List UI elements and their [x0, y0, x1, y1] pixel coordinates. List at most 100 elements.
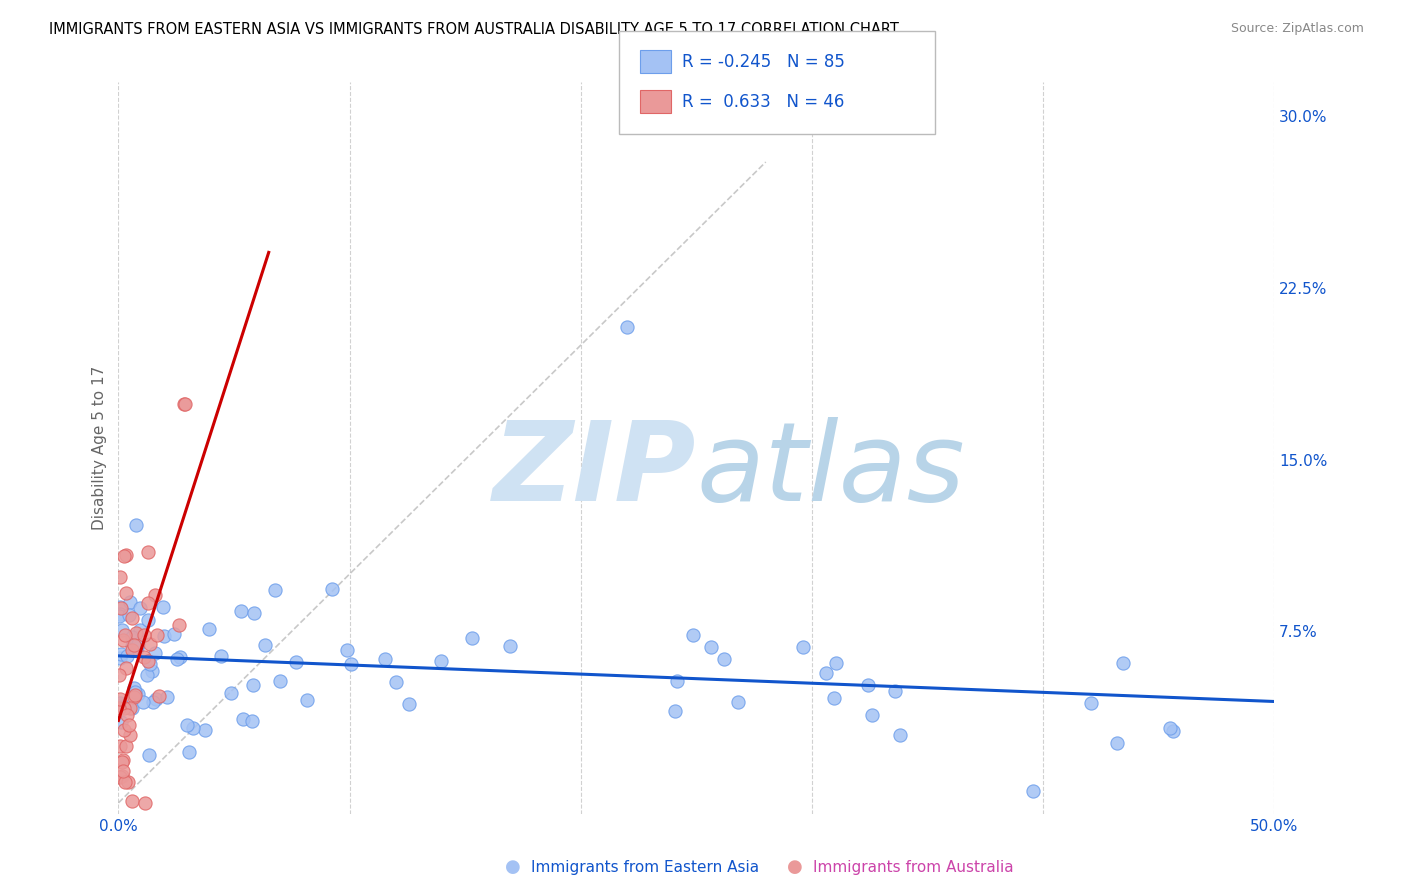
Point [115, 649, 138, 664]
Point [138, 545, 160, 559]
Point [148, 690, 170, 704]
Point [141, 664, 163, 678]
Point [121, 630, 143, 644]
Text: ●: ● [786, 858, 803, 876]
Point [430, 654, 453, 668]
Point [139, 637, 162, 651]
Point [153, 629, 176, 643]
Point [111, 764, 134, 778]
Text: IMMIGRANTS FROM EASTERN ASIA VS IMMIGRANTS FROM AUSTRALIA DISABILITY AGE 5 TO 17: IMMIGRANTS FROM EASTERN ASIA VS IMMIGRAN… [49, 22, 898, 37]
Point [169, 617, 191, 632]
Point [1112, 656, 1135, 670]
Point [336, 643, 359, 657]
Point [121, 794, 143, 808]
Point [145, 628, 167, 642]
Point [284, 656, 307, 670]
Point [125, 641, 148, 656]
Point [1022, 783, 1045, 797]
Point [121, 701, 143, 715]
Point [110, 714, 132, 729]
Point [143, 588, 166, 602]
Text: Immigrants from Australia: Immigrants from Australia [813, 860, 1014, 874]
Text: R =  0.633   N = 46: R = 0.633 N = 46 [682, 93, 844, 111]
Point [135, 668, 157, 682]
Point [110, 647, 132, 661]
Point [108, 668, 131, 682]
Point [117, 775, 139, 789]
Point [134, 627, 156, 641]
Point [134, 796, 156, 810]
Point [108, 570, 131, 584]
Point [398, 697, 420, 711]
Point [114, 661, 136, 675]
Point [173, 397, 195, 411]
Point [110, 600, 132, 615]
Point [120, 701, 142, 715]
Point [108, 651, 131, 665]
Point [121, 611, 143, 625]
Point [884, 683, 907, 698]
Text: ●: ● [505, 858, 522, 876]
Point [198, 622, 221, 636]
Point [664, 704, 686, 718]
Text: ZIP: ZIP [494, 417, 696, 524]
Point [264, 582, 287, 597]
Point [118, 607, 141, 622]
Point [114, 739, 136, 753]
Point [814, 666, 837, 681]
Point [1080, 696, 1102, 710]
Point [118, 595, 141, 609]
Point [127, 637, 149, 651]
Point [152, 600, 174, 615]
Point [112, 700, 135, 714]
Point [219, 686, 242, 700]
Point [114, 628, 136, 642]
Point [700, 640, 723, 654]
Point [122, 690, 145, 704]
Point [616, 319, 638, 334]
Point [125, 517, 148, 532]
Point [253, 638, 276, 652]
Point [166, 652, 188, 666]
Point [111, 698, 134, 712]
Point [107, 701, 129, 715]
Point [169, 650, 191, 665]
Point [194, 723, 217, 738]
Point [108, 770, 131, 784]
Point [125, 626, 148, 640]
Point [108, 696, 131, 710]
Point [163, 627, 186, 641]
Point [240, 714, 263, 728]
Point [115, 586, 138, 600]
Point [124, 689, 146, 703]
Point [1159, 721, 1181, 735]
Point [713, 652, 735, 666]
Point [124, 684, 146, 698]
Point [666, 674, 689, 689]
Point [139, 657, 162, 671]
Point [374, 652, 396, 666]
Point [122, 681, 145, 696]
Point [122, 638, 145, 652]
Point [115, 548, 138, 562]
Point [120, 728, 142, 742]
Point [121, 643, 143, 657]
Point [173, 397, 195, 411]
Point [825, 656, 848, 670]
Point [229, 604, 252, 618]
Point [1107, 735, 1129, 749]
Point [242, 678, 264, 692]
Point [138, 596, 160, 610]
Text: R = -0.245   N = 85: R = -0.245 N = 85 [682, 53, 845, 70]
Text: Source: ZipAtlas.com: Source: ZipAtlas.com [1230, 22, 1364, 36]
Y-axis label: Disability Age 5 to 17: Disability Age 5 to 17 [93, 366, 107, 530]
Point [112, 549, 135, 564]
Point [142, 695, 165, 709]
Point [111, 769, 134, 783]
Point [111, 755, 134, 769]
Point [295, 693, 318, 707]
Point [176, 717, 198, 731]
Point [385, 675, 408, 690]
Point [118, 718, 141, 732]
Point [108, 692, 131, 706]
